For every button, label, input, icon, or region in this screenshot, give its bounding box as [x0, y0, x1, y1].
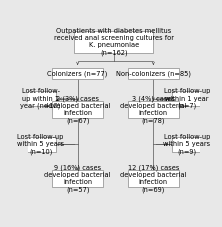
Text: Non-colonizers (n=85): Non-colonizers (n=85) [116, 70, 191, 77]
Text: 3 (4%) cases
developed bacterial
infection
(n=78): 3 (4%) cases developed bacterial infecti… [120, 95, 187, 124]
Text: Colonizers (n=77): Colonizers (n=77) [48, 70, 108, 77]
FancyBboxPatch shape [52, 170, 103, 187]
FancyBboxPatch shape [172, 137, 202, 152]
FancyBboxPatch shape [26, 91, 56, 106]
Text: Lost follow-
up within 1
year (n=10): Lost follow- up within 1 year (n=10) [20, 88, 61, 109]
FancyBboxPatch shape [172, 91, 202, 106]
Text: 2 (3%) cases
developed bacterial
infection
(n=67): 2 (3%) cases developed bacterial infecti… [44, 95, 111, 124]
Text: Lost follow-up
within 5 years
(n=9): Lost follow-up within 5 years (n=9) [163, 134, 210, 155]
FancyBboxPatch shape [26, 137, 56, 152]
Text: Outpatients with diabetes mellitus
received anal screening cultures for
K. pneum: Outpatients with diabetes mellitus recei… [54, 28, 174, 56]
FancyBboxPatch shape [127, 101, 179, 118]
FancyBboxPatch shape [127, 170, 179, 187]
Text: Lost follow-up
within 5 years
(n=10): Lost follow-up within 5 years (n=10) [17, 134, 64, 155]
FancyBboxPatch shape [52, 68, 103, 79]
FancyBboxPatch shape [127, 68, 179, 79]
FancyBboxPatch shape [52, 101, 103, 118]
FancyBboxPatch shape [74, 31, 153, 53]
Text: 9 (16%) cases
developed bacterial
infection
(n=57): 9 (16%) cases developed bacterial infect… [44, 164, 111, 193]
Text: 12 (17%) cases
developed bacterial
infection
(n=69): 12 (17%) cases developed bacterial infec… [120, 164, 187, 193]
Text: Lost follow-up
within 1 year
(n=7): Lost follow-up within 1 year (n=7) [164, 88, 210, 109]
